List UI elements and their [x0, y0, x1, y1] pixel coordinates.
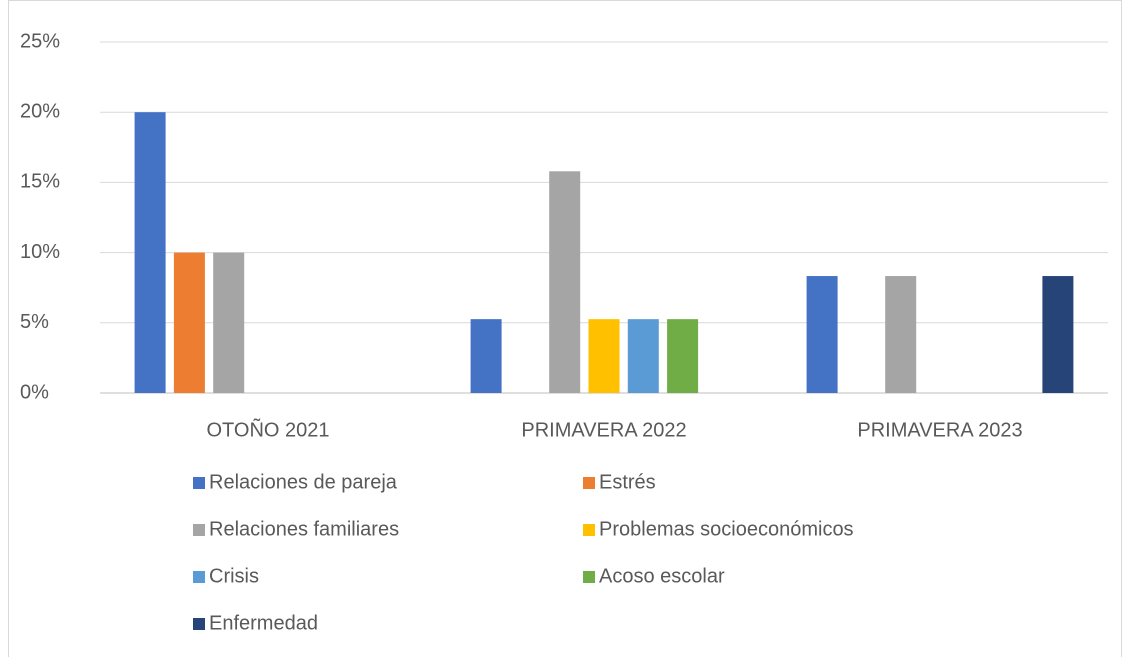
legend-label: Problemas socioeconómicos: [599, 518, 854, 540]
legend-label: Relaciones de pareja: [209, 471, 398, 493]
y-tick-label: 5%: [20, 311, 49, 333]
y-tick-label: 25%: [20, 30, 60, 52]
bar: [213, 252, 245, 393]
chart-frame: [8, 0, 1122, 657]
y-tick-label: 20%: [20, 100, 60, 122]
bar: [806, 276, 838, 393]
legend-swatch: [193, 618, 205, 630]
legend-label: Estrés: [599, 471, 656, 493]
legend-swatch: [193, 477, 205, 489]
bar: [134, 112, 166, 393]
bar: [470, 319, 502, 393]
legend-label: Crisis: [209, 565, 259, 587]
legend-label: Enfermedad: [209, 612, 318, 634]
bar: [588, 319, 620, 393]
bar: [173, 252, 205, 393]
bar: [885, 276, 917, 393]
legend-swatch: [583, 571, 595, 583]
legend-swatch: [583, 524, 595, 536]
legend-swatch: [193, 524, 205, 536]
bar: [627, 319, 659, 393]
bar: [667, 319, 699, 393]
y-tick-label: 10%: [20, 241, 60, 263]
legend-label: Relaciones familiares: [209, 518, 399, 540]
x-tick-label: PRIMAVERA 2022: [521, 419, 686, 441]
legend-swatch: [583, 477, 595, 489]
y-tick-label: 15%: [20, 171, 60, 193]
bar: [549, 171, 581, 393]
x-tick-label: OTOÑO 2021: [206, 417, 329, 441]
y-tick-label: 0%: [20, 381, 49, 403]
legend-label: Acoso escolar: [599, 565, 725, 587]
x-tick-label: PRIMAVERA 2023: [857, 419, 1022, 441]
legend-swatch: [193, 571, 205, 583]
bar: [1042, 276, 1074, 393]
